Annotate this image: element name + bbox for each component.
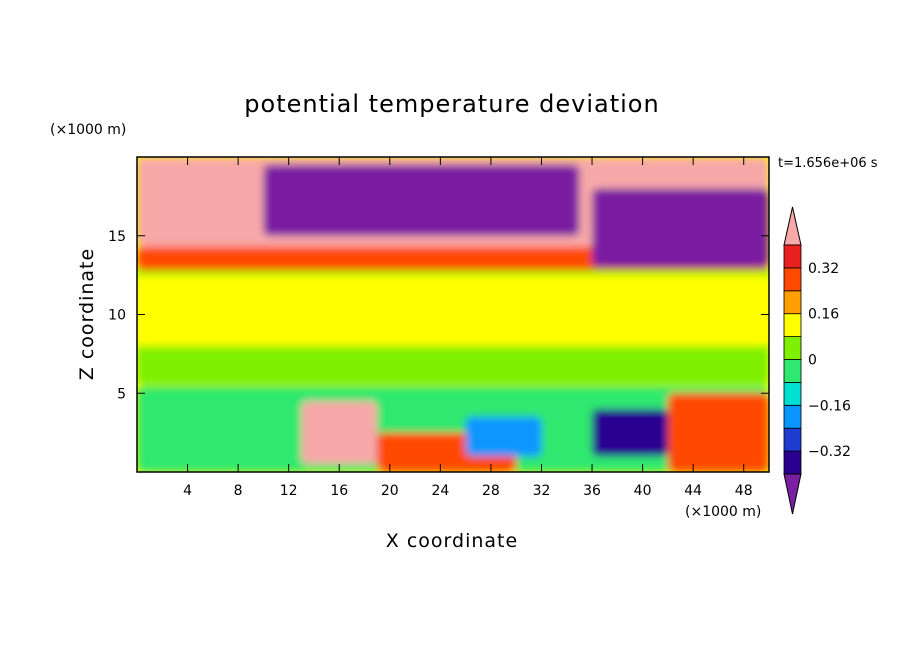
x-tick-label: 4 xyxy=(183,483,192,499)
x-tick-label: 16 xyxy=(330,483,348,499)
colorbar-tick-label: 0 xyxy=(808,353,817,369)
colorbar-segment xyxy=(783,290,802,315)
x-unit-label: (×1000 m) xyxy=(685,504,761,520)
colorbar-segment xyxy=(783,267,802,292)
y-unit-label: (×1000 m) xyxy=(50,122,126,138)
colorbar-tick-label: 0.32 xyxy=(808,261,839,277)
heatmap-field xyxy=(137,157,769,472)
field-region-11 xyxy=(667,393,769,472)
x-tick-label: 28 xyxy=(482,483,500,499)
colorbar-segment xyxy=(783,450,802,475)
colorbar-tick-label: −0.32 xyxy=(808,444,851,460)
x-tick-label: 24 xyxy=(431,483,449,499)
field-region-1 xyxy=(137,275,769,346)
time-label: t=1.656e+06 s xyxy=(778,156,878,171)
y-tick-label: 5 xyxy=(117,386,126,402)
field-region-7 xyxy=(301,401,378,465)
colorbar-tick-label: 0.16 xyxy=(808,307,839,323)
colorbar-top-arrow xyxy=(783,206,802,246)
x-tick-label: 40 xyxy=(634,483,652,499)
x-tick-label: 48 xyxy=(735,483,753,499)
y-tick-label: 15 xyxy=(108,229,126,245)
colorbar: 0.32 0.16 0 −0.16 −0.32 xyxy=(783,206,851,515)
colorbar-tick-label: −0.16 xyxy=(808,398,851,414)
colorbar-segment xyxy=(783,336,802,360)
x-tick-label: 20 xyxy=(381,483,399,499)
x-axis: 4 8 12 16 20 24 28 32 36 40 44 48 xyxy=(183,157,753,499)
x-tick-label: 12 xyxy=(280,483,298,499)
y-axis-label: Z coordinate xyxy=(76,248,98,380)
colorbar-segment xyxy=(783,381,802,406)
field-region-5 xyxy=(592,188,769,268)
x-tick-label: 32 xyxy=(533,483,551,499)
y-tick-label: 10 xyxy=(108,308,126,324)
colorbar-segment xyxy=(783,359,802,383)
x-tick-label: 44 xyxy=(684,483,702,499)
x-tick-label: 36 xyxy=(583,483,601,499)
field-region-10 xyxy=(592,409,668,457)
x-tick-label: 8 xyxy=(234,483,243,499)
colorbar-segment xyxy=(783,427,802,452)
colorbar-bottom-arrow xyxy=(783,473,802,515)
x-axis-label: X coordinate xyxy=(386,530,518,552)
field-region-4 xyxy=(263,164,580,236)
colorbar-segment xyxy=(783,244,802,269)
y-axis: 5 10 15 xyxy=(108,229,769,402)
chart-title: potential temperature deviation xyxy=(244,90,659,118)
field-region-9 xyxy=(465,416,542,457)
colorbar-segment xyxy=(783,404,802,429)
colorbar-segment xyxy=(783,313,802,338)
